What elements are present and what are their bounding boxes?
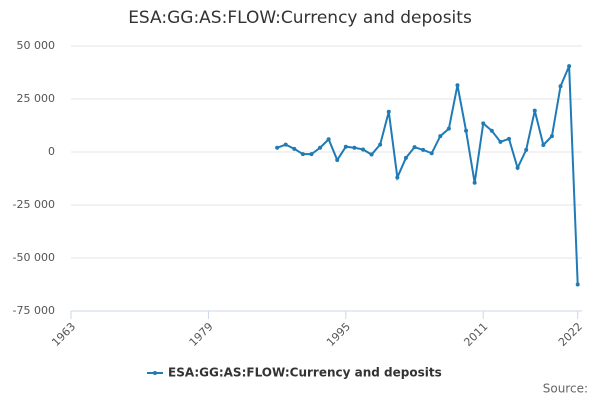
source: Source:	[543, 382, 588, 396]
point	[524, 147, 529, 152]
point	[464, 128, 469, 133]
point	[326, 137, 331, 142]
y-tick-label: -25 000	[13, 198, 55, 211]
point	[352, 145, 357, 150]
point	[549, 134, 554, 139]
point	[489, 128, 494, 133]
y-tick-label: -50 000	[13, 251, 55, 264]
point	[472, 180, 477, 185]
x-tick-label: 1995	[324, 320, 353, 349]
point	[446, 126, 451, 131]
point	[567, 64, 572, 69]
point	[275, 145, 280, 150]
point	[532, 108, 537, 113]
y-tick-label: 50 000	[17, 39, 56, 52]
point	[378, 142, 383, 147]
point	[455, 83, 460, 88]
point	[412, 145, 417, 150]
point	[395, 175, 400, 180]
x-tick-label: 1979	[187, 320, 216, 349]
point	[438, 134, 443, 139]
point	[403, 155, 408, 160]
point	[541, 143, 546, 148]
chart-title: ESA:GG:AS:FLOW:Currency and deposits	[128, 8, 472, 28]
point	[429, 151, 434, 156]
y-tick-label: 25 000	[17, 92, 56, 105]
point	[575, 282, 580, 287]
point	[507, 136, 511, 141]
point	[343, 144, 348, 149]
x-tick-label: 2011	[461, 320, 490, 349]
point	[386, 109, 391, 114]
x-tick-label: 2022	[556, 320, 585, 349]
y-tick-label: 0	[48, 145, 55, 158]
point	[318, 145, 323, 150]
point	[309, 152, 314, 157]
point	[335, 158, 340, 163]
point	[361, 147, 365, 152]
point	[421, 147, 426, 152]
point	[300, 152, 305, 157]
y-tick-label: -75 000	[13, 304, 55, 317]
point	[369, 152, 374, 157]
x-tick-label: 1963	[49, 320, 78, 349]
point	[481, 121, 486, 126]
legend-label: ESA:GG:AS:FLOW:Currency and deposits	[168, 366, 442, 380]
point	[498, 139, 503, 144]
legend-marker	[153, 371, 157, 375]
point	[283, 142, 288, 147]
series-line	[276, 65, 579, 285]
point	[558, 84, 563, 89]
point	[515, 165, 520, 170]
point	[292, 146, 297, 151]
